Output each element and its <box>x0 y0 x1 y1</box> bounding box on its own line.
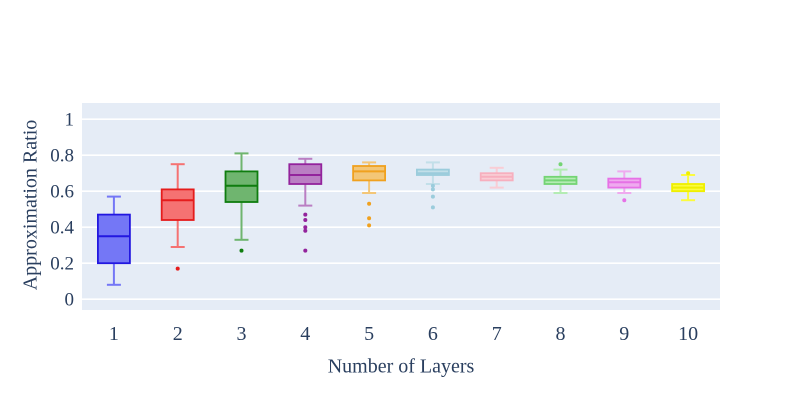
x-tick-label: 2 <box>173 323 183 345</box>
outlier-point <box>686 171 691 176</box>
x-tick-label: 1 <box>109 323 119 345</box>
outlier-point <box>367 201 372 206</box>
box-layer-5 <box>352 165 387 182</box>
outlier-point <box>303 225 308 230</box>
outlier-point <box>367 223 372 228</box>
x-tick-label: 4 <box>300 323 310 345</box>
box-layer-1 <box>97 213 131 265</box>
x-axis-title: Number of Layers <box>327 355 475 378</box>
outlier-point <box>303 228 308 233</box>
y-tick-label: 0.8 <box>50 146 74 167</box>
outlier-point <box>558 162 563 167</box>
outlier-point <box>239 248 244 253</box>
x-tick-label: 8 <box>556 323 566 345</box>
x-tick-label: 3 <box>237 323 247 345</box>
y-tick-label: 0.6 <box>50 182 74 203</box>
x-tick-label: 7 <box>492 323 502 345</box>
outlier-point <box>430 194 435 199</box>
y-tick-label: 0 <box>65 290 75 311</box>
y-tick-label: 1 <box>65 110 75 131</box>
y-tick-label: 0.4 <box>50 218 74 239</box>
outlier-point <box>303 248 308 253</box>
x-tick-label: 9 <box>619 323 629 345</box>
x-tick-label: 6 <box>428 323 438 345</box>
outlier-point <box>430 187 435 192</box>
outlier-point <box>622 198 627 203</box>
x-tick-label: 5 <box>364 323 374 345</box>
outlier-point <box>175 266 180 271</box>
box-layer-2 <box>160 188 195 221</box>
outlier-point <box>303 212 308 217</box>
outlier-point <box>303 218 308 222</box>
outlier-point <box>430 183 435 188</box>
y-tick-label: 0.2 <box>50 254 74 275</box>
x-tick-label: 10 <box>678 323 698 345</box>
outlier-point <box>430 205 435 210</box>
outlier-point <box>367 216 372 221</box>
y-axis-title: Approximation Ratio <box>19 119 42 291</box>
